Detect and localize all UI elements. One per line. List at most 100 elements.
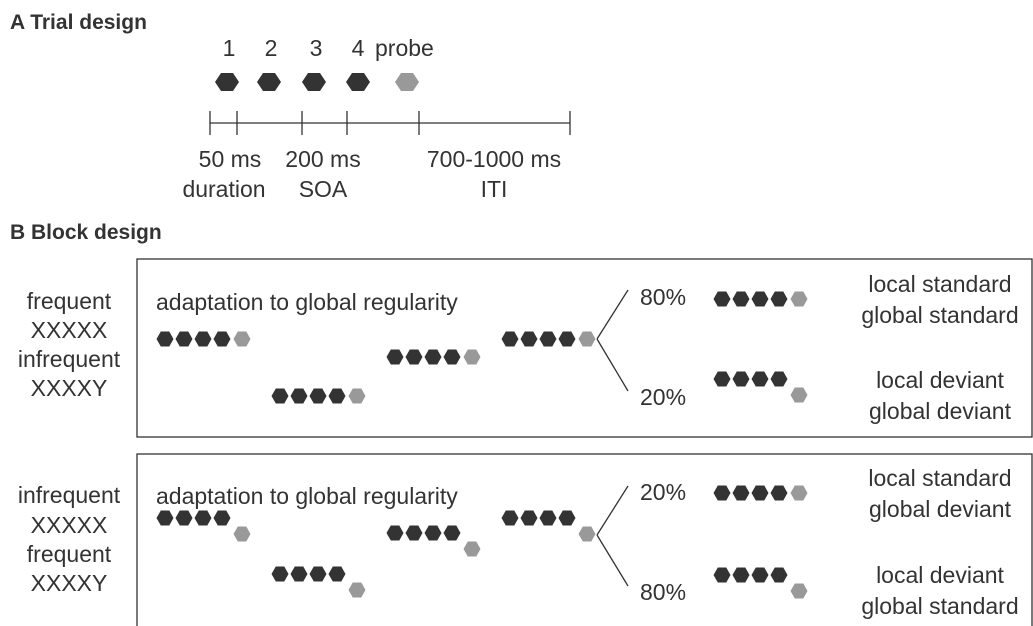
- block-1-adaptation-label: adaptation to global regularity: [156, 289, 458, 315]
- standard-tone-icon: [290, 388, 308, 404]
- block-2: infrequent XXXXX frequent XXXXY adaptati…: [18, 453, 1033, 626]
- block-2-branch-1-percent: 20%: [640, 479, 686, 505]
- deviant-probe-tone-icon: [348, 582, 366, 598]
- block-2-branch-2-label-line-1: local deviant: [876, 562, 1004, 588]
- standard-tone-icon: [713, 567, 731, 583]
- standard-tone-icon: [751, 371, 769, 387]
- standard-tone-icon: [424, 525, 442, 541]
- tone-label-3: 3: [310, 35, 323, 61]
- standard-tone-icon: [713, 371, 731, 387]
- standard-probe-tone-icon: [463, 349, 481, 365]
- standard-tone-icon: [713, 291, 731, 307]
- standard-tone-icon: [194, 510, 212, 526]
- trial-tone-2-icon: [257, 73, 281, 91]
- block-1-frame: [136, 258, 1033, 438]
- block-1-sequence-3: [386, 349, 481, 365]
- block-1-sequence-6: [713, 371, 808, 403]
- panel-b-block-design: B Block design frequent XXXXX infrequent…: [10, 221, 1033, 626]
- standard-tone-icon: [290, 566, 308, 582]
- standard-tone-icon: [539, 510, 557, 526]
- block-1-branch-line-upper: [596, 289, 629, 340]
- block-2-sequences: [156, 485, 808, 599]
- block-2-sequence-3: [386, 525, 481, 557]
- standard-tone-icon: [751, 291, 769, 307]
- probe-label: probe: [375, 35, 434, 61]
- deviant-probe-tone-icon: [790, 583, 808, 599]
- standard-tone-icon: [520, 510, 538, 526]
- standard-tone-icon: [156, 510, 174, 526]
- block-2-branch-line-lower: [596, 534, 629, 587]
- standard-tone-icon: [770, 567, 788, 583]
- standard-tone-icon: [405, 349, 423, 365]
- standard-tone-icon: [732, 291, 750, 307]
- trial-tone-4-icon: [346, 73, 370, 91]
- standard-tone-icon: [558, 331, 576, 347]
- block-2-sequence-6: [713, 567, 808, 599]
- standard-tone-icon: [309, 388, 327, 404]
- standard-probe-tone-icon: [233, 331, 251, 347]
- standard-tone-icon: [424, 349, 442, 365]
- block-1-branch-2-label-line-2: global deviant: [869, 398, 1012, 424]
- standard-tone-icon: [501, 510, 519, 526]
- standard-tone-icon: [271, 566, 289, 582]
- block-2-sequence-1: [156, 510, 251, 542]
- block-2-condition-line-3: frequent: [27, 541, 112, 567]
- block-2-frame: [136, 453, 1033, 626]
- standard-tone-icon: [386, 349, 404, 365]
- standard-tone-icon: [213, 331, 231, 347]
- block-1-branch-2-percent: 20%: [640, 384, 686, 410]
- standard-probe-tone-icon: [790, 291, 808, 307]
- standard-tone-icon: [213, 510, 231, 526]
- block-2-branch-1-label-line-1: local standard: [868, 465, 1011, 491]
- standard-tone-icon: [732, 567, 750, 583]
- block-1-branch-1-label-line-2: global standard: [861, 302, 1018, 328]
- deviant-probe-tone-icon: [790, 387, 808, 403]
- deviant-probe-tone-icon: [578, 526, 596, 542]
- block-1-sequence-4: [501, 331, 596, 347]
- trial-tone-1-icon: [215, 73, 239, 91]
- block-2-adaptation-label: adaptation to global regularity: [156, 483, 458, 509]
- block-2-sequence-5: [713, 485, 808, 501]
- block-1-condition-line-3: infrequent: [18, 346, 121, 372]
- deviant-probe-tone-icon: [463, 541, 481, 557]
- standard-tone-icon: [175, 331, 193, 347]
- deviant-probe-tone-icon: [233, 526, 251, 542]
- trial-tone-3-icon: [302, 73, 326, 91]
- block-2-branch-1-label-line-2: global deviant: [869, 496, 1012, 522]
- standard-tone-icon: [558, 510, 576, 526]
- soa-value: 200 ms: [285, 146, 360, 172]
- standard-tone-icon: [732, 485, 750, 501]
- block-1: frequent XXXXX infrequent XXXXY adaptati…: [18, 258, 1033, 438]
- tone-label-2: 2: [265, 35, 278, 61]
- block-1-branch-line-lower: [596, 338, 629, 392]
- duration-value: 50 ms: [199, 146, 262, 172]
- block-1-sequence-5: [713, 291, 808, 307]
- standard-tone-icon: [328, 388, 346, 404]
- standard-tone-icon: [770, 485, 788, 501]
- block-1-sequence-1: [156, 331, 251, 347]
- block-2-condition-line-2: XXXXX: [31, 512, 108, 538]
- standard-tone-icon: [539, 331, 557, 347]
- standard-tone-icon: [770, 371, 788, 387]
- tone-label-1: 1: [223, 35, 236, 61]
- standard-tone-icon: [271, 388, 289, 404]
- standard-tone-icon: [194, 331, 212, 347]
- iti-label: ITI: [481, 176, 508, 202]
- block-1-condition-line-2: XXXXX: [31, 317, 108, 343]
- block-2-sequence-2: [271, 566, 366, 598]
- standard-tone-icon: [405, 525, 423, 541]
- trial-probe-tone-icon: [395, 73, 419, 91]
- standard-tone-icon: [520, 331, 538, 347]
- standard-tone-icon: [175, 510, 193, 526]
- standard-tone-icon: [156, 331, 174, 347]
- standard-probe-tone-icon: [578, 331, 596, 347]
- timeline: [209, 111, 571, 135]
- block-1-sequence-2: [271, 388, 366, 404]
- iti-value: 700-1000 ms: [427, 146, 561, 172]
- block-1-sequences: [156, 291, 808, 404]
- standard-probe-tone-icon: [790, 485, 808, 501]
- standard-tone-icon: [751, 485, 769, 501]
- panel-a-trial-design: A Trial design 1 2 3 4 probe 50 ms durat…: [10, 11, 571, 202]
- block-2-sequence-4: [501, 510, 596, 542]
